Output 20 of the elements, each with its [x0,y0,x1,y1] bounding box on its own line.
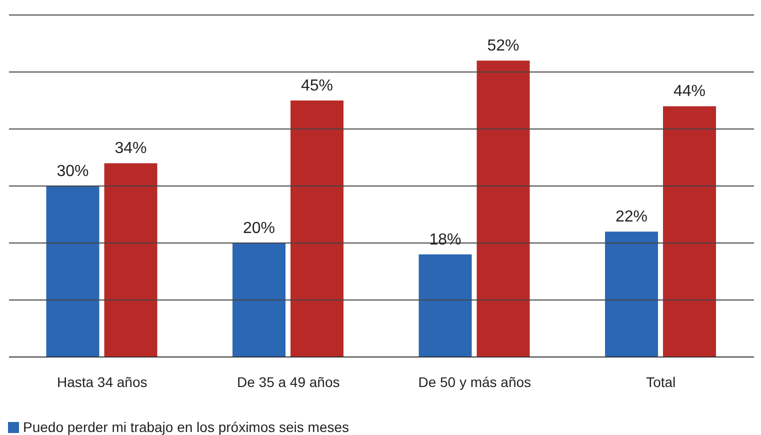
bar [663,106,716,357]
data-label: 22% [615,208,648,226]
bar [476,60,530,357]
bar [232,243,286,357]
x-tick-label: De 50 y más años [418,374,532,390]
data-label: 44% [673,83,706,100]
x-tick-label: Hasta 34 años [56,374,148,390]
data-label: 52% [487,38,520,55]
data-label: 20% [242,220,276,237]
data-label: 34% [114,140,147,158]
data-label: 30% [56,163,89,180]
x-tick-label: Total [646,374,676,390]
legend-label: Puedo perder mi trabajo en los próximos seis meses [22,419,350,435]
bar [605,232,658,357]
bar [46,186,100,357]
bar [418,254,472,357]
bar [104,163,158,357]
data-label: 45% [300,78,334,94]
x-tick-label: De 35 a 49 años [237,374,340,390]
bar [290,100,344,357]
